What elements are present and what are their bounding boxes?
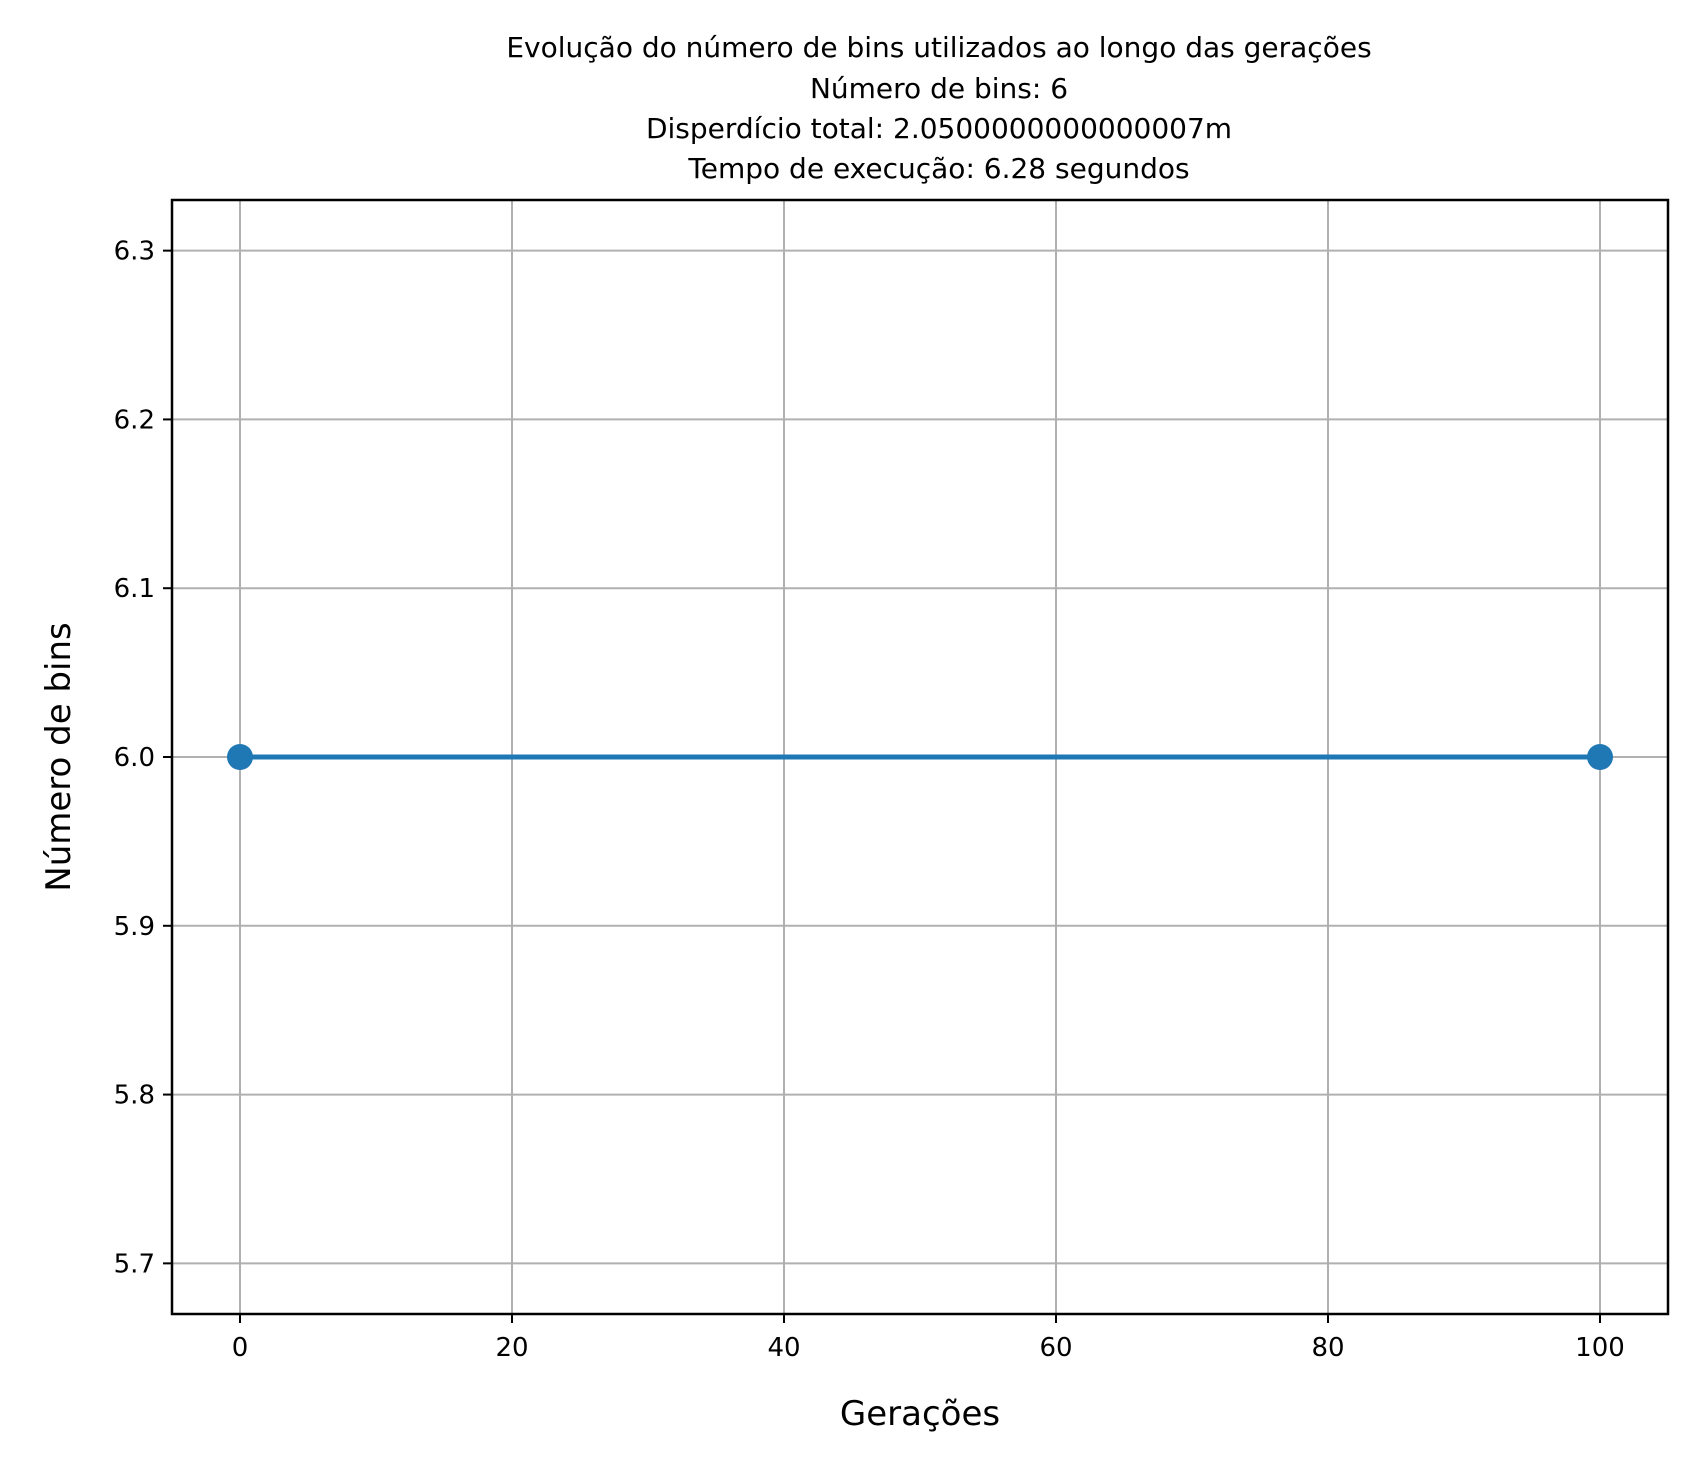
y-axis-ticks: 5.7 5.8 5.9 6.0 6.1 6.2 6.3	[114, 237, 172, 1279]
y-tick-label: 5.7	[114, 1249, 155, 1279]
y-tick-label: 6.1	[114, 574, 155, 604]
x-tick-label: 40	[767, 1333, 800, 1363]
x-axis-label: Gerações	[840, 1394, 1000, 1434]
y-tick-label: 6.0	[114, 743, 155, 773]
y-tick-label: 6.2	[114, 405, 155, 435]
x-tick-label: 100	[1575, 1333, 1625, 1363]
y-tick-label: 6.3	[114, 237, 155, 267]
series-group	[227, 744, 1613, 770]
data-point	[1587, 744, 1613, 770]
chart-title-line-2: Número de bins: 6	[810, 72, 1068, 105]
x-tick-label: 20	[495, 1333, 528, 1363]
x-tick-label: 80	[1311, 1333, 1344, 1363]
chart-title: Evolução do número de bins utilizados ao…	[506, 31, 1371, 185]
chart-title-line-4: Tempo de execução: 6.28 segundos	[687, 152, 1189, 185]
y-tick-label: 5.8	[114, 1081, 155, 1111]
chart-title-line-1: Evolução do número de bins utilizados ao…	[506, 31, 1371, 64]
chart-title-line-3: Disperdício total: 2.0500000000000007m	[646, 112, 1232, 145]
y-tick-label: 5.9	[114, 912, 155, 942]
x-tick-label: 60	[1039, 1333, 1072, 1363]
x-tick-label: 0	[232, 1333, 249, 1363]
y-axis-label: Número de bins	[39, 622, 79, 891]
data-point	[227, 744, 253, 770]
x-axis-ticks: 0 20 40 60 80 100	[232, 1314, 1625, 1363]
